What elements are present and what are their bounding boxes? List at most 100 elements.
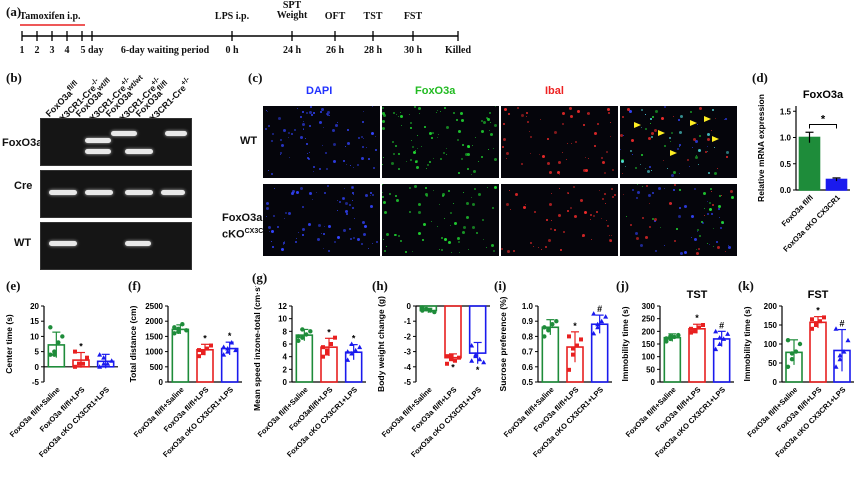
data-point bbox=[420, 305, 425, 310]
cell-dot bbox=[567, 143, 568, 144]
cell-dot bbox=[280, 154, 281, 155]
cell-dot bbox=[584, 211, 587, 214]
data-point bbox=[201, 351, 205, 356]
cell-dot bbox=[651, 136, 653, 138]
cell-dot bbox=[274, 188, 275, 189]
day-5: 5 day bbox=[80, 45, 104, 56]
cell-dot bbox=[283, 244, 284, 245]
cell-dot bbox=[296, 191, 299, 194]
cell-dot bbox=[446, 148, 447, 149]
cell-dot bbox=[317, 238, 320, 241]
data-point bbox=[713, 328, 719, 334]
y-tick-label: 2000 bbox=[145, 317, 163, 326]
cell-dot bbox=[328, 225, 331, 228]
cell-dot bbox=[570, 207, 572, 209]
cell-dot bbox=[382, 127, 385, 130]
cell-dot bbox=[373, 167, 375, 169]
cell-dot bbox=[712, 109, 714, 111]
cell-dot bbox=[321, 108, 324, 111]
cell-dot bbox=[661, 117, 664, 120]
data-point bbox=[469, 343, 475, 348]
cell-dot bbox=[492, 207, 494, 209]
cell-dot bbox=[650, 118, 652, 120]
cell-dot bbox=[623, 135, 624, 136]
cell-dot bbox=[530, 153, 531, 154]
gel-row-cre: Cre bbox=[14, 180, 33, 192]
y-tick-label: 1500 bbox=[145, 332, 163, 341]
cell-dot bbox=[350, 238, 352, 240]
cell-dot bbox=[444, 107, 446, 109]
cell-dot bbox=[649, 203, 650, 204]
cell-dot bbox=[446, 154, 447, 155]
cell-dot bbox=[459, 252, 460, 253]
cell-dot bbox=[602, 161, 605, 164]
cell-dot bbox=[487, 187, 488, 188]
micro-wt-ibal bbox=[501, 106, 618, 178]
cell-dot bbox=[291, 192, 294, 195]
cell-dot bbox=[507, 250, 510, 253]
cell-dot bbox=[575, 141, 577, 143]
cell-dot bbox=[478, 161, 479, 162]
cell-dot bbox=[481, 156, 483, 158]
cell-dot bbox=[679, 144, 681, 146]
day-1: 1 bbox=[19, 45, 25, 56]
cell-dot bbox=[281, 144, 284, 147]
y-tick-label: 0 bbox=[35, 363, 40, 372]
cell-dot bbox=[319, 121, 322, 124]
cell-dot bbox=[443, 152, 445, 154]
cell-dot bbox=[332, 129, 335, 132]
event-lps: LPS i.p. bbox=[214, 11, 250, 22]
cell-dot bbox=[641, 154, 643, 156]
cell-dot bbox=[526, 116, 527, 117]
cell-dot bbox=[412, 251, 413, 252]
cell-dot bbox=[642, 186, 643, 187]
cell-dot bbox=[718, 208, 720, 210]
data-point bbox=[329, 342, 333, 346]
cell-dot bbox=[398, 153, 400, 155]
cell-dot bbox=[559, 174, 560, 175]
cell-dot bbox=[669, 202, 672, 205]
data-point bbox=[603, 314, 609, 319]
cell-dot bbox=[494, 186, 497, 189]
cell-dot bbox=[678, 215, 681, 218]
cell-dot bbox=[431, 221, 432, 222]
chart-i: 0.5 0.6 0.7 0.8 0.9 1.0 Sucrose preference (%)… bbox=[498, 296, 612, 459]
cell-dot bbox=[606, 151, 608, 153]
cell-dot bbox=[418, 211, 421, 214]
cell-dot bbox=[313, 171, 314, 172]
cell-dot bbox=[346, 164, 347, 165]
cell-dot bbox=[637, 184, 638, 185]
cell-dot bbox=[370, 205, 373, 208]
cell-dot bbox=[554, 229, 556, 231]
cell-dot bbox=[719, 195, 721, 197]
cell-dot bbox=[393, 153, 395, 155]
cell-dot bbox=[569, 107, 572, 110]
cell-dot bbox=[269, 231, 270, 232]
data-point bbox=[785, 364, 791, 369]
data-point bbox=[481, 359, 487, 365]
cell-dot bbox=[382, 184, 383, 185]
timeline bbox=[20, 24, 459, 41]
cell-dot bbox=[439, 249, 440, 250]
y-tick-label: 20 bbox=[30, 302, 39, 311]
cell-dot bbox=[720, 227, 722, 229]
cell-dot bbox=[667, 168, 668, 169]
y-tick-label: 0 bbox=[651, 378, 656, 387]
chart-title: FoxO3a bbox=[803, 89, 844, 101]
cell-dot bbox=[609, 239, 612, 242]
data-point bbox=[300, 335, 305, 340]
y-tick-label: 1.5 bbox=[780, 107, 792, 116]
cell-dot bbox=[421, 146, 422, 147]
cell-dot bbox=[671, 132, 673, 134]
data-point bbox=[797, 341, 803, 347]
cell-dot bbox=[693, 138, 696, 141]
cell-dot bbox=[268, 125, 270, 127]
cell-dot bbox=[728, 246, 731, 249]
data-point bbox=[345, 349, 351, 354]
cell-dot bbox=[400, 240, 402, 242]
cell-dot bbox=[472, 203, 475, 206]
cell-dot bbox=[557, 171, 560, 174]
y-tick-label: 0.9 bbox=[522, 317, 534, 326]
cell-dot bbox=[405, 251, 407, 253]
cell-dot bbox=[549, 203, 552, 206]
